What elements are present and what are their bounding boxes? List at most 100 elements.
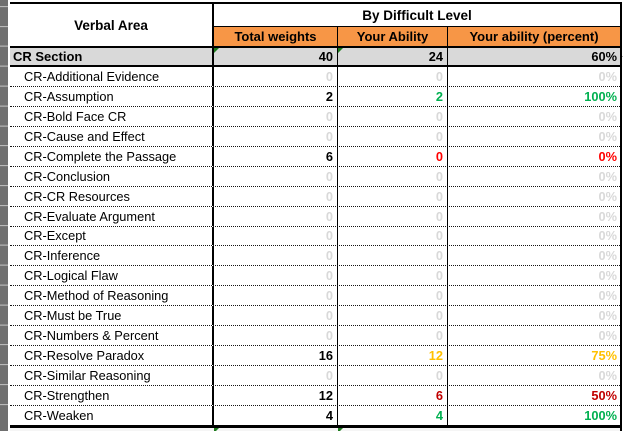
table-row: CR-Additional Evidence 0 0 0% <box>10 67 620 87</box>
comment-indicator-icon <box>214 428 219 431</box>
percent-cell[interactable]: 0% <box>598 288 618 304</box>
your-ability-cell[interactable]: 0 <box>338 106 448 126</box>
row-header-strip <box>0 0 8 431</box>
by-difficult-level-header-cell[interactable]: By Difficult Level <box>214 4 620 27</box>
percent-cell[interactable]: 0% <box>598 188 618 204</box>
percent-cell[interactable]: 0% <box>598 248 618 264</box>
verbal-area-header-cell[interactable]: Verbal Area <box>10 4 214 46</box>
table-row: CR-Numbers & Percent 0 0 0% <box>10 326 620 347</box>
row-label-cell[interactable]: CR-CR Resources <box>10 186 214 206</box>
column-header-total-weights[interactable]: Total weights <box>214 27 338 46</box>
table-row: CR-Weaken 4 4 100% <box>10 405 620 425</box>
your-ability-cell[interactable]: 0 <box>338 266 448 286</box>
percent-cell[interactable]: 0% <box>598 128 618 144</box>
your-ability-cell[interactable]: 0 <box>338 166 448 186</box>
row-label-cell[interactable]: CR-Conclusion <box>10 166 214 186</box>
total-weights-cell[interactable]: 0 <box>214 226 338 246</box>
column-header-your-ability-percent[interactable]: Your ability (percent) <box>448 27 620 46</box>
your-ability-cell[interactable]: 0 <box>338 326 448 346</box>
table-row: CR-Resolve Paradox 16 12 75% <box>10 346 620 367</box>
your-ability-cell[interactable]: 2 <box>338 86 448 106</box>
section-label-cell[interactable]: CR Section <box>10 48 214 65</box>
row-label-cell[interactable]: CR-Bold Face CR <box>10 106 214 126</box>
row-label-cell[interactable]: CR-Cause and Effect <box>10 126 214 146</box>
column-header-your-ability[interactable]: Your Ability <box>338 27 448 46</box>
your-ability-cell[interactable]: 0 <box>338 366 448 385</box>
total-weights-cell[interactable]: 0 <box>214 166 338 186</box>
row-label-cell[interactable]: CR-Similar Reasoning <box>10 366 214 385</box>
row-label-cell[interactable]: CR-Weaken <box>10 405 214 425</box>
section-row-cr: CR Section 40 24 60% <box>10 48 620 67</box>
row-label-cell[interactable]: CR-Numbers & Percent <box>10 326 214 346</box>
percent-cell[interactable]: 75% <box>591 348 617 364</box>
percent-cell[interactable]: 0% <box>598 228 618 244</box>
total-weights-cell[interactable]: 0 <box>214 246 338 266</box>
your-ability-cell[interactable]: 0 <box>338 206 448 226</box>
total-weights-cell[interactable]: 0 <box>214 326 338 346</box>
row-label-cell[interactable]: CR-Method of Reasoning <box>10 286 214 306</box>
your-ability-cell[interactable]: 0 <box>338 67 448 86</box>
your-ability-cell[interactable]: 0 <box>338 246 448 266</box>
total-weights-cell[interactable]: 16 <box>214 346 338 366</box>
table-body: CR-Additional Evidence 0 0 0% CR-Assumpt… <box>10 67 620 425</box>
row-label-cell[interactable]: CR-Strengthen <box>10 386 214 405</box>
total-weights-cell[interactable]: 0 <box>214 126 338 146</box>
your-ability-cell[interactable]: 0 <box>338 306 448 326</box>
table-header: Verbal Area By Difficult Level Total wei… <box>10 4 620 48</box>
percent-cell[interactable]: 0% <box>598 148 618 164</box>
percent-cell[interactable]: 0% <box>598 68 618 84</box>
total-weights-cell[interactable]: 2 <box>214 86 338 106</box>
percent-cell[interactable]: 0% <box>598 328 618 344</box>
total-weights-cell[interactable]: 0 <box>214 106 338 126</box>
percent-cell[interactable]: 0% <box>598 368 618 384</box>
row-label-cell[interactable]: CR-Resolve Paradox <box>10 346 214 366</box>
your-ability-cell[interactable]: 0 <box>338 126 448 146</box>
table-row: CR-Must be True 0 0 0% <box>10 306 620 327</box>
row-label-cell[interactable]: CR-Complete the Passage <box>10 146 214 166</box>
percent-cell[interactable]: 100% <box>584 407 617 423</box>
percent-cell[interactable]: 0% <box>598 108 618 124</box>
total-weights-cell[interactable]: 0 <box>214 206 338 226</box>
total-weights-cell[interactable]: 12 <box>214 386 338 405</box>
total-weights-cell[interactable]: 0 <box>214 366 338 385</box>
row-label-cell[interactable]: CR-Evaluate Argument <box>10 206 214 226</box>
your-ability-cell[interactable]: 0 <box>338 186 448 206</box>
total-weights-cell[interactable]: 4 <box>214 405 338 425</box>
total-weights-cell[interactable]: 0 <box>214 67 338 86</box>
table-row: CR-Complete the Passage 6 0 0% <box>10 146 620 167</box>
table-row: CR-Strengthen 12 6 50% <box>10 386 620 406</box>
percent-cell[interactable]: 100% <box>584 88 617 104</box>
table-row: CR-Inference 0 0 0% <box>10 246 620 267</box>
your-ability-cell[interactable]: 12 <box>338 346 448 366</box>
section-total-weights-cell[interactable]: 40 <box>214 48 338 65</box>
your-ability-cell[interactable]: 0 <box>338 226 448 246</box>
percent-cell[interactable]: 0% <box>598 308 618 324</box>
percent-cell[interactable]: 0% <box>598 268 618 284</box>
percent-cell[interactable]: 0% <box>598 168 618 184</box>
your-ability-cell[interactable]: 0 <box>338 146 448 166</box>
total-weights-cell[interactable]: 0 <box>214 306 338 326</box>
your-ability-cell[interactable]: 0 <box>338 286 448 306</box>
percent-cell[interactable]: 0% <box>598 208 618 224</box>
total-weights-cell[interactable]: 6 <box>214 146 338 166</box>
percent-cell[interactable]: 50% <box>591 387 617 403</box>
row-label-cell[interactable]: CR-Inference <box>10 246 214 266</box>
your-ability-cell[interactable]: 6 <box>338 386 448 405</box>
total-weights-cell[interactable]: 0 <box>214 186 338 206</box>
section-percent-cell[interactable]: 60% <box>591 49 617 64</box>
table-row: CR-Similar Reasoning 0 0 0% <box>10 366 620 386</box>
total-weights-cell[interactable]: 0 <box>214 286 338 306</box>
row-label-cell[interactable]: CR-Additional Evidence <box>10 67 214 86</box>
row-label-cell[interactable]: CR-Logical Flaw <box>10 266 214 286</box>
table-row: CR-Conclusion 0 0 0% <box>10 166 620 187</box>
table-row: CR-Cause and Effect 0 0 0% <box>10 126 620 147</box>
section-your-ability-cell[interactable]: 24 <box>338 48 448 65</box>
table-row: CR-CR Resources 0 0 0% <box>10 186 620 207</box>
your-ability-cell[interactable]: 4 <box>338 405 448 425</box>
table-bottom-border <box>10 425 620 428</box>
row-label-cell[interactable]: CR-Except <box>10 226 214 246</box>
total-weights-cell[interactable]: 0 <box>214 266 338 286</box>
row-label-cell[interactable]: CR-Must be True <box>10 306 214 326</box>
row-label-cell[interactable]: CR-Assumption <box>10 86 214 106</box>
